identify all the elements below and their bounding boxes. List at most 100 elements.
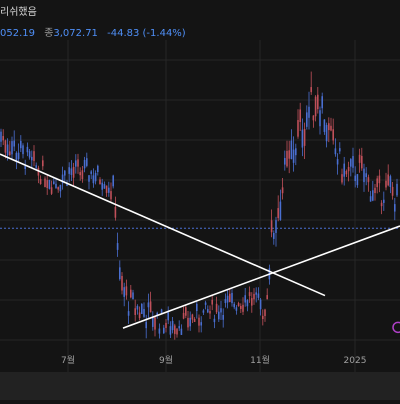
candle-body xyxy=(13,140,15,147)
candle-body xyxy=(202,310,205,313)
candle-body xyxy=(279,201,282,220)
candle-body xyxy=(235,307,238,311)
candle-body xyxy=(33,151,35,161)
candle-body xyxy=(178,326,180,329)
candle-body xyxy=(99,179,101,185)
candle-body xyxy=(323,119,326,132)
candle-body xyxy=(273,232,275,239)
candle-body xyxy=(396,183,398,196)
candle-body xyxy=(189,317,191,327)
candle-body xyxy=(176,328,178,335)
candle-body xyxy=(50,187,53,194)
candle-body xyxy=(343,163,345,177)
candle-body xyxy=(53,181,55,185)
candle-body xyxy=(72,166,75,178)
candle-body xyxy=(242,304,244,312)
candle-body xyxy=(295,148,297,156)
candle-body xyxy=(275,220,277,233)
candle-body xyxy=(92,175,95,184)
candle-body xyxy=(4,140,7,153)
candle-body xyxy=(251,298,253,306)
candle-body xyxy=(108,187,110,193)
candle-body xyxy=(314,96,317,117)
candle-body xyxy=(290,140,293,160)
candle-body xyxy=(204,302,207,305)
candle-body xyxy=(224,299,227,304)
candle-body xyxy=(321,96,323,109)
candle-body xyxy=(374,187,376,194)
candle-body xyxy=(297,120,299,137)
candle-body xyxy=(266,295,268,300)
candle-body xyxy=(240,305,242,309)
candle-body xyxy=(306,112,308,127)
candle-body xyxy=(253,293,255,300)
candle-body xyxy=(187,317,189,328)
candle-body xyxy=(191,314,194,320)
candle-body xyxy=(277,208,279,219)
candle-body xyxy=(372,190,374,201)
candle-body xyxy=(284,157,286,165)
candle-body xyxy=(90,171,92,174)
last-price-label: 종 xyxy=(44,28,54,39)
candle-body xyxy=(35,165,37,168)
price-change: -44.83 (-1.44%) xyxy=(107,28,186,39)
candle-body xyxy=(79,172,81,176)
x-tick-label: 7월 xyxy=(61,354,75,366)
candle-body xyxy=(180,328,183,335)
trendlines-layer xyxy=(0,153,400,329)
candle-body xyxy=(9,151,11,156)
candle-body xyxy=(20,140,22,149)
candle-body xyxy=(11,141,13,155)
candle-body xyxy=(365,173,367,178)
candle-body xyxy=(134,308,136,315)
candle-body xyxy=(209,311,211,314)
chart-title: 리쉬했음 xyxy=(0,7,37,18)
candle-body xyxy=(200,322,202,326)
candle-body xyxy=(31,156,33,161)
candle-body xyxy=(215,303,218,313)
candle-body xyxy=(130,289,132,298)
candle-body xyxy=(246,300,249,307)
candle-body xyxy=(281,187,284,194)
candle-body xyxy=(138,312,141,319)
candle-body xyxy=(0,131,2,142)
candle-body xyxy=(310,87,312,93)
candle-body xyxy=(86,158,88,166)
candle-body xyxy=(64,170,66,176)
candle-body xyxy=(207,309,209,313)
candle-body xyxy=(222,314,224,320)
candle-body xyxy=(123,287,125,297)
price-legend: 052.19 종3,072.71 -44.83 (-1.44%) xyxy=(0,24,186,39)
candle-body xyxy=(141,303,143,314)
candle-body xyxy=(112,175,114,187)
candle-body xyxy=(356,174,359,186)
candle-body xyxy=(248,292,251,296)
candle-body xyxy=(167,312,169,321)
bottom-toolbar[interactable] xyxy=(0,372,400,400)
candle-body xyxy=(165,322,167,328)
candle-body xyxy=(101,182,103,190)
candle-body xyxy=(255,292,257,295)
candle-body xyxy=(259,299,262,310)
candle-body xyxy=(149,301,152,313)
candle-body xyxy=(55,183,57,188)
candle-body xyxy=(319,110,321,127)
candle-body xyxy=(185,307,187,316)
marker-circle xyxy=(392,321,400,334)
candle-body xyxy=(125,286,128,296)
prev-close-value: 052.19 xyxy=(0,28,35,39)
candle-body xyxy=(46,180,48,189)
candle-body xyxy=(301,129,304,148)
candle-body xyxy=(218,311,220,320)
candle-body xyxy=(156,312,158,316)
candle-body xyxy=(169,326,172,335)
candle-body xyxy=(361,155,363,169)
candle-body xyxy=(292,149,295,163)
candle-body xyxy=(325,124,328,142)
candle-body xyxy=(339,148,341,152)
candle-body xyxy=(114,206,117,218)
candle-body xyxy=(61,174,64,184)
candle-body xyxy=(15,152,18,162)
candle-body xyxy=(182,312,185,319)
